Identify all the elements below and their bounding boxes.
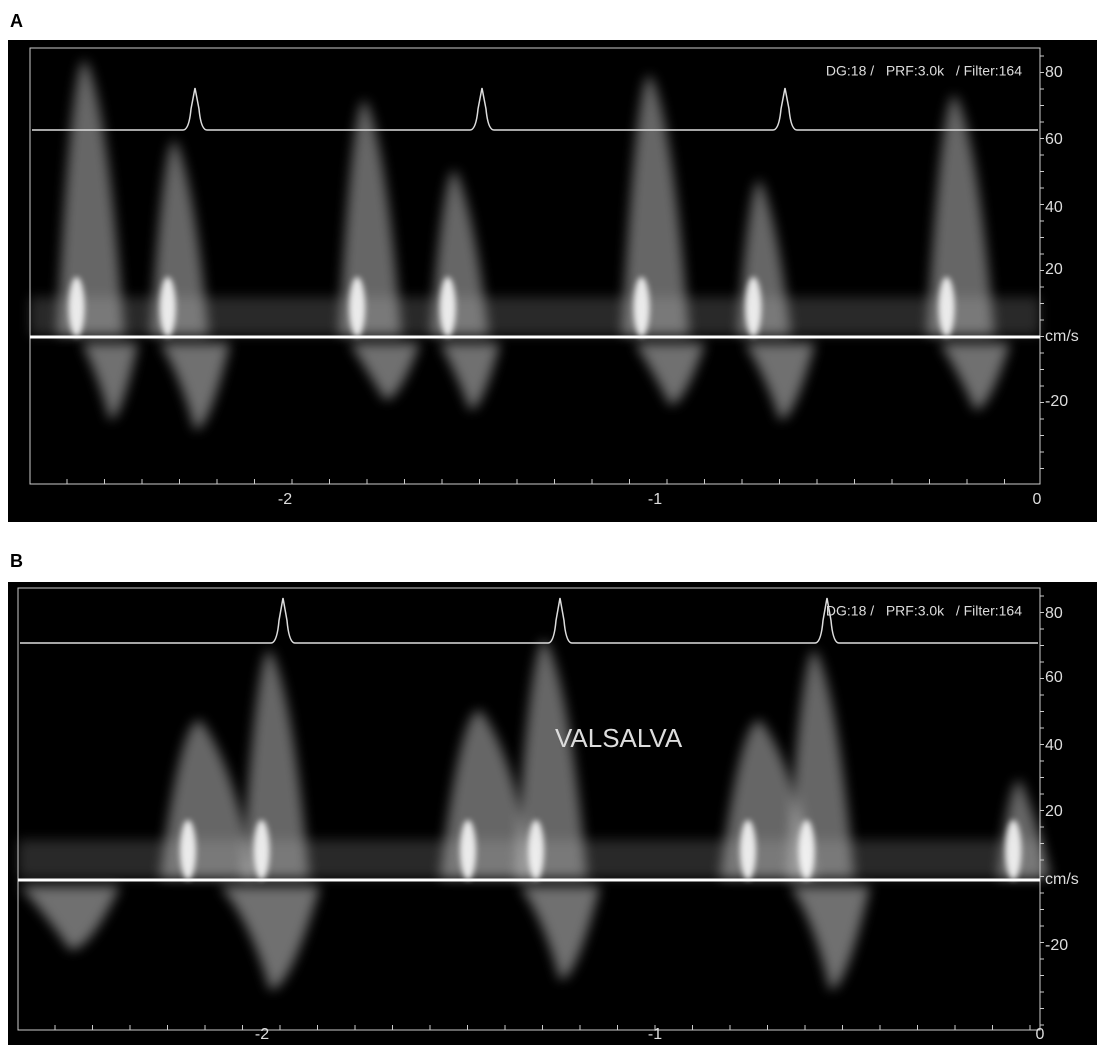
reverse-flow	[520, 886, 600, 980]
reverse-flow	[635, 343, 705, 405]
x-axis-label: 0	[1033, 491, 1042, 508]
y-axis-label: cm/s	[1045, 871, 1079, 888]
x-axis-label: 0	[1036, 1026, 1045, 1043]
flow-envelope	[787, 650, 855, 878]
y-axis-label: -20	[1045, 393, 1068, 410]
y-axis-label: 60	[1045, 669, 1063, 686]
x-axis-label: -2	[278, 491, 292, 508]
reverse-flow	[440, 343, 500, 410]
annotation: VALSALVA	[555, 723, 683, 753]
flow-core	[349, 277, 366, 337]
plot-frame	[29, 47, 1041, 485]
flow-core	[798, 820, 815, 880]
reverse-flow	[160, 343, 230, 430]
x-axis-label: -1	[648, 491, 662, 508]
flow-envelope	[622, 75, 690, 335]
flow-envelope	[927, 95, 995, 335]
reverse-flow	[940, 343, 1010, 410]
reverse-flow	[82, 343, 138, 420]
flow-core	[633, 277, 650, 337]
y-axis-label: 60	[1045, 131, 1063, 148]
y-axis-label: cm/s	[1045, 328, 1079, 345]
ecg-trace	[32, 87, 1038, 131]
flow-core	[159, 277, 176, 337]
reverse-flow	[20, 886, 120, 950]
y-axis-label: 40	[1045, 199, 1063, 216]
flow-envelope	[339, 100, 402, 335]
flow-core	[460, 820, 476, 880]
reverse-flow	[790, 886, 870, 990]
ecg-trace	[20, 597, 1038, 644]
flow-envelope	[57, 60, 125, 335]
y-axis-label: 80	[1045, 64, 1063, 81]
y-axis-label: -20	[1045, 937, 1068, 954]
flow-envelope	[515, 640, 587, 878]
y-axis-label: 80	[1045, 605, 1063, 622]
flow-core	[740, 820, 756, 880]
x-axis-label: -2	[255, 1026, 269, 1043]
reverse-flow	[350, 343, 420, 400]
flow-core	[253, 820, 270, 880]
flow-core	[180, 820, 196, 880]
doppler-panel: B 80 60 40 20 cm/s -20 -2 -1 0 DG:18 / PRF:3.0k / …	[8, 551, 1097, 1045]
y-axis-label: 20	[1045, 261, 1063, 278]
flow-core	[1005, 820, 1022, 880]
y-axis-label: 20	[1045, 803, 1063, 820]
flow-core	[528, 820, 544, 880]
flow-core	[68, 277, 85, 337]
reverse-flow	[220, 886, 320, 990]
settings-text: DG:18 / PRF:3.0k / Filter:164	[826, 603, 1022, 619]
flow-core	[745, 277, 762, 337]
settings-text: DG:18 / PRF:3.0k / Filter:164	[826, 63, 1022, 79]
flow-core	[439, 277, 456, 337]
flow-envelope	[242, 650, 310, 878]
reverse-flow	[745, 343, 815, 420]
panel-letter: B	[10, 551, 23, 571]
plot-frame	[17, 587, 1041, 1031]
y-axis-label: 40	[1045, 737, 1063, 754]
x-axis-label: -1	[648, 1026, 662, 1043]
panel-letter: A	[10, 11, 23, 31]
flow-core	[938, 277, 955, 337]
doppler-panel: A 80 60 40 20 cm/s -20 -2 -1 0 DG:18 / PRF:3.0k / …	[8, 11, 1097, 522]
